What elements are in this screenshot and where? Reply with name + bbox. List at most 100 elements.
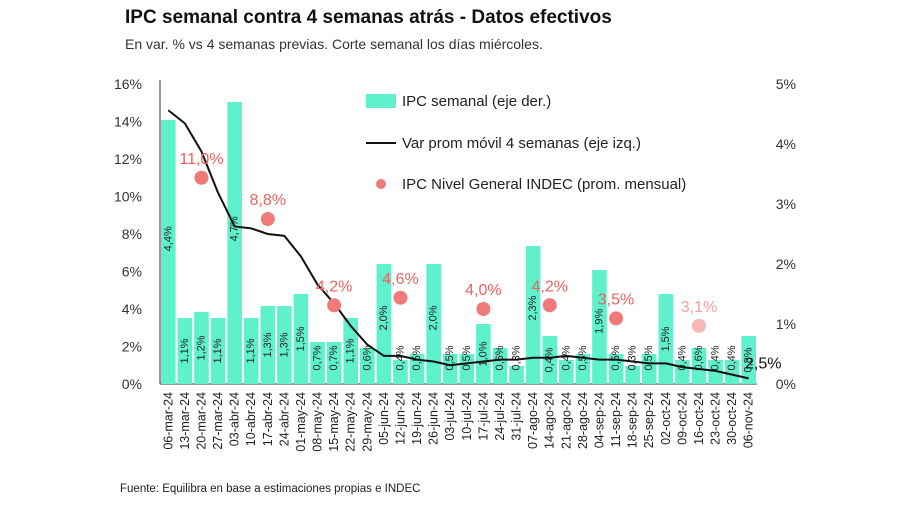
bar-value-label: 0,4%: [710, 345, 722, 370]
bar: [608, 354, 624, 384]
bar-value-label: 0,6%: [361, 345, 373, 370]
bar-value-label: 1,2%: [195, 335, 207, 360]
indec-point: [476, 302, 491, 316]
bar-value-label: 0,5%: [411, 345, 423, 370]
right-axis-tick-label: 5%: [776, 76, 796, 92]
bar: [542, 336, 558, 384]
x-axis-category-label: 23-oct-24: [709, 392, 723, 445]
bar: [393, 360, 408, 384]
bar-value-label: 0,3%: [627, 345, 639, 370]
x-axis-category-label: 24-jul-24: [493, 392, 507, 441]
bar-value-label: 0,4%: [394, 345, 406, 370]
x-axis-category-label: 15-may-24: [327, 392, 341, 452]
indec-point: [691, 318, 706, 333]
bar: [194, 312, 209, 384]
x-axis-category-label: 21-ago-24: [559, 392, 573, 449]
bar: [691, 348, 707, 384]
x-axis-category-label: 03-jul-24: [443, 392, 457, 441]
bar-value-label: 2,0%: [428, 305, 440, 330]
x-axis-category-label: 16-oct-24: [692, 392, 706, 445]
bar: [459, 354, 475, 384]
bar-value-label: 0,4%: [676, 345, 688, 370]
bar-value-label: 2,0%: [378, 305, 390, 330]
bar-value-label: 2,3%: [527, 295, 539, 320]
x-axis-category-label: 18-sep-24: [626, 392, 640, 448]
bar: [525, 246, 541, 384]
bar: [476, 324, 491, 384]
indec-point-label: 4,2%: [531, 278, 567, 295]
bar-value-label: 0,4%: [560, 345, 572, 370]
right-axis-tick-label: 1%: [776, 316, 796, 332]
bar: [359, 348, 375, 384]
legend-label-line: Var prom móvil 4 semanas (eje izq.): [402, 135, 641, 152]
chart-title: IPC semanal contra 4 semanas atrás - Dat…: [125, 7, 612, 28]
right-axis-tick-label: 4%: [776, 136, 796, 152]
source-note: Fuente: Equilibra en base a estimaciones…: [120, 483, 421, 495]
bar-value-label: 0,6%: [494, 345, 506, 370]
bar: [277, 306, 292, 384]
bar: [592, 270, 607, 384]
bar: [426, 264, 441, 384]
legend-label-points: IPC Nivel General INDEC (prom. mensual): [402, 176, 686, 193]
bar: [741, 336, 757, 384]
indec-point: [609, 311, 624, 326]
indec-point-label: 11,0%: [179, 151, 223, 168]
x-axis-category-label: 10-abr-24: [244, 392, 258, 446]
left-axis-tick-label: 16%: [114, 76, 142, 92]
x-axis-category-label: 30-oct-24: [725, 392, 739, 445]
x-axis-category-label: 01-may-24: [294, 392, 308, 452]
indec-point: [542, 298, 557, 313]
bar: [343, 318, 359, 384]
left-axis-tick-label: 4%: [122, 301, 142, 317]
bar-value-label: 0,5%: [610, 345, 622, 370]
bar: [177, 318, 193, 384]
x-axis-category-label: 27-mar-24: [211, 392, 225, 450]
bar: [326, 342, 342, 384]
bar-value-label: 0,8%: [743, 347, 755, 372]
indec-point: [260, 212, 275, 226]
bar-value-label: 0,5%: [643, 345, 655, 370]
x-axis-category-label: 26-jun-24: [427, 392, 441, 445]
indec-point-label: 4,6%: [382, 271, 418, 288]
left-axis-tick-label: 6%: [122, 264, 142, 280]
right-axis-tick-label: 2%: [776, 256, 796, 272]
bar: [509, 366, 524, 384]
x-axis-category-label: 19-jun-24: [410, 392, 424, 445]
chart-subtitle: En var. % vs 4 semanas previas. Corte se…: [125, 36, 543, 52]
x-axis-category-label: 17-abr-24: [261, 392, 275, 446]
left-axis-tick-label: 0%: [122, 376, 142, 392]
bar-value-label: 0,7%: [328, 345, 340, 370]
bar-value-label: 1,3%: [262, 332, 274, 357]
legend-swatch-points: [376, 179, 386, 189]
x-axis-category-label: 13-mar-24: [178, 392, 192, 450]
bar-value-label: 1,5%: [295, 326, 307, 351]
bar-value-label: 0,7%: [312, 345, 324, 370]
bar: [558, 360, 574, 384]
bar: [260, 306, 276, 384]
bar: [724, 360, 740, 384]
bar-value-label: 1,1%: [212, 338, 224, 363]
bar-value-label: 0,3%: [511, 345, 523, 370]
bar: [625, 366, 640, 384]
right-axis-tick-label: 3%: [776, 196, 796, 212]
x-axis-category-label: 12-jun-24: [393, 392, 407, 445]
bar-value-label: 1,3%: [278, 332, 290, 357]
x-axis-category-label: 03-abr-24: [228, 392, 242, 446]
bar-value-label: 1,1%: [345, 338, 357, 363]
x-axis-category-label: 10-jul-24: [460, 392, 474, 441]
bar: [442, 354, 458, 384]
bar: [293, 294, 309, 384]
x-axis-category-label: 20-mar-24: [194, 392, 208, 450]
moving-average-end-label: 2,5%: [745, 355, 781, 372]
x-axis-category-label: 04-sep-24: [592, 392, 606, 448]
indec-point: [194, 170, 209, 185]
x-axis-category-label: 06-nov-24: [742, 392, 756, 448]
bar: [227, 102, 242, 384]
x-axis-category-label: 08-may-24: [311, 392, 325, 452]
indec-point: [327, 298, 342, 313]
bar: [243, 318, 259, 384]
bar: [575, 354, 591, 384]
left-axis-tick-label: 14%: [114, 114, 142, 130]
bar-value-label: 1,5%: [660, 326, 672, 351]
